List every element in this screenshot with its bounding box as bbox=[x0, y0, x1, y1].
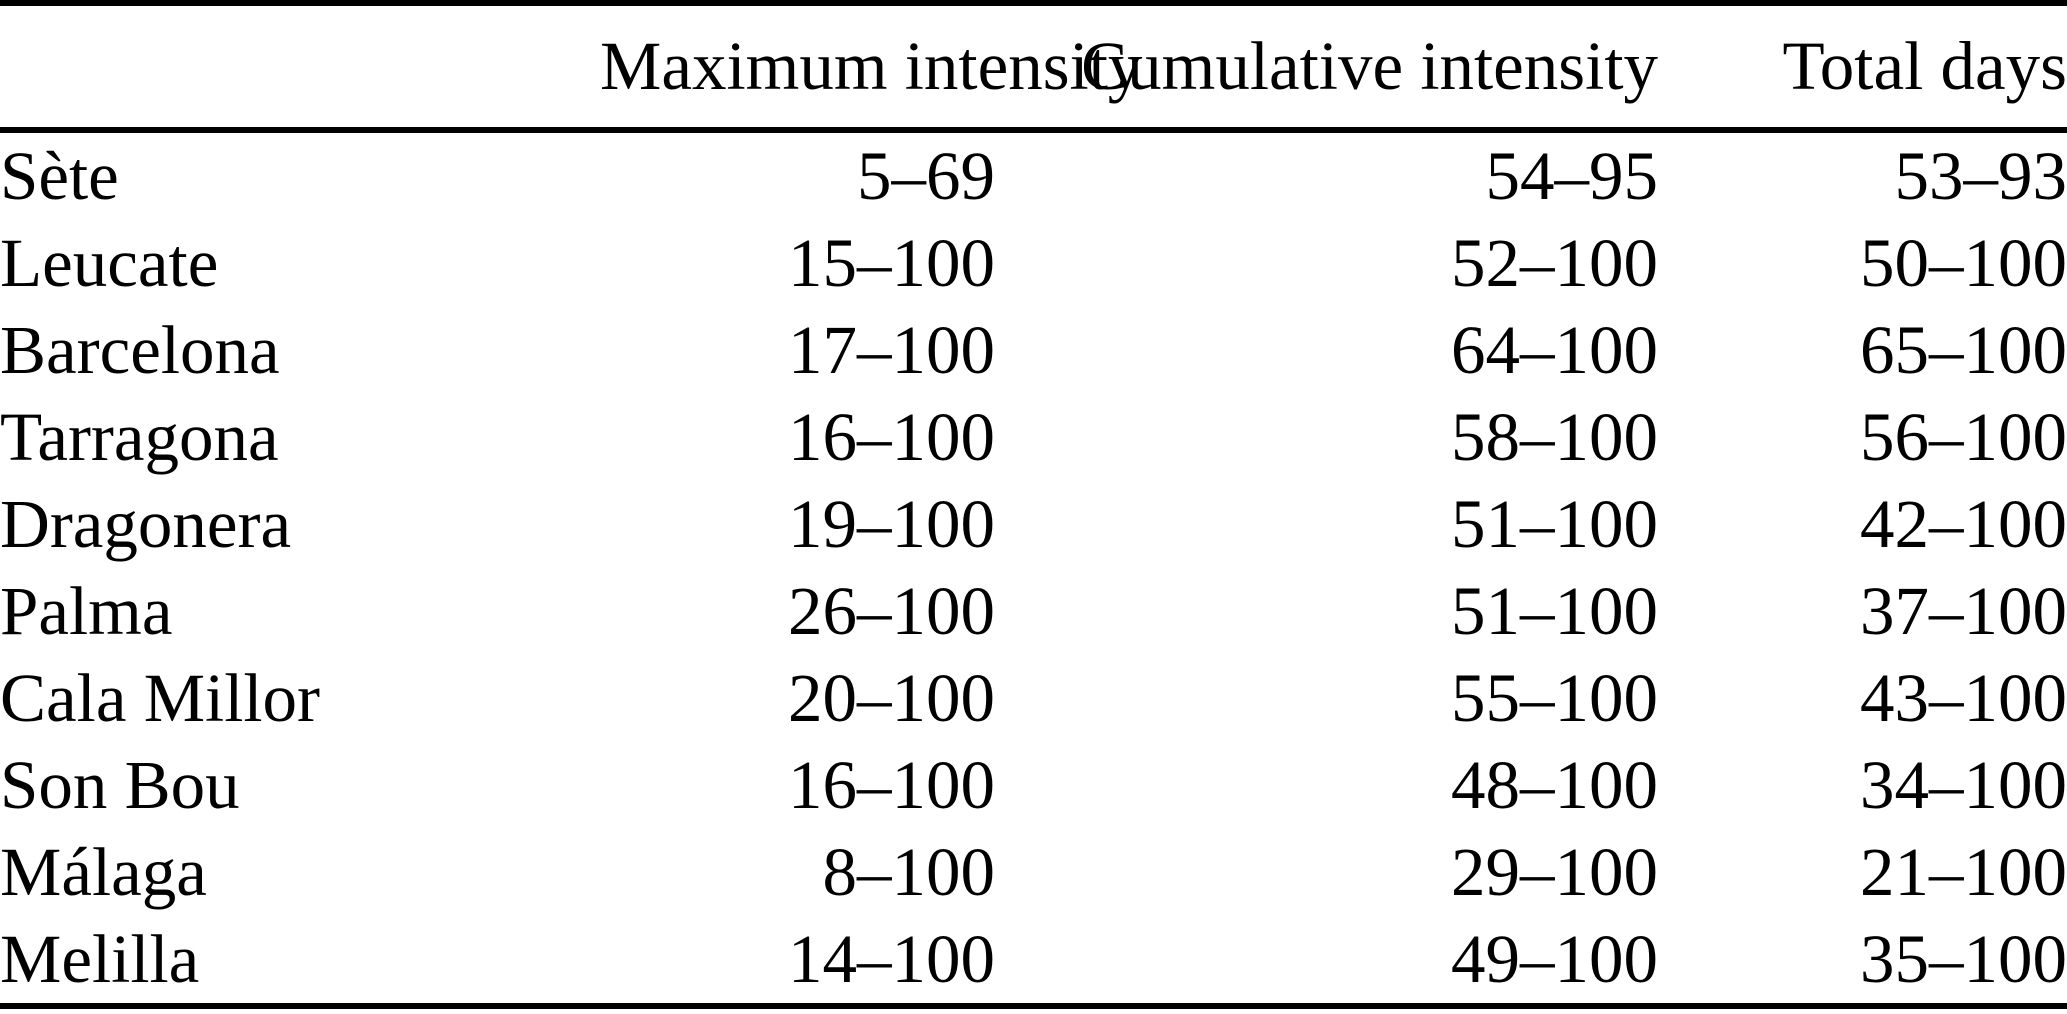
cumulative-intensity-cell: 58–100 bbox=[1451, 399, 1658, 475]
total-days-cell: 37–100 bbox=[1860, 573, 2067, 649]
total-days-cell: 42–100 bbox=[1860, 486, 2067, 562]
cumulative-intensity-cell: 54–95 bbox=[1485, 138, 1659, 214]
table-header: Maximum intensity Cumulative intensity T… bbox=[0, 0, 2067, 133]
table-row: Palma 26–100 51–100 37–100 bbox=[0, 568, 2067, 655]
maximum-intensity-cell: 8–100 bbox=[822, 834, 996, 910]
maximum-intensity-column-header: Maximum intensity bbox=[600, 0, 1142, 133]
table-row: Málaga 8–100 29–100 21–100 bbox=[0, 829, 2067, 916]
total-days-cell: 43–100 bbox=[1860, 660, 2067, 736]
cumulative-intensity-cell: 64–100 bbox=[1451, 312, 1658, 388]
total-days-cell: 21–100 bbox=[1860, 834, 2067, 910]
total-days-cell: 35–100 bbox=[1860, 921, 2067, 997]
site-cell: Leucate bbox=[0, 225, 219, 301]
site-column-header bbox=[0, 0, 600, 133]
maximum-intensity-cell: 19–100 bbox=[788, 486, 995, 562]
table-row: Tarragona 16–100 58–100 56–100 bbox=[0, 394, 2067, 481]
total-days-cell: 65–100 bbox=[1860, 312, 2067, 388]
total-days-cell: 53–93 bbox=[1894, 138, 2067, 214]
table-row: Cala Millor 20–100 55–100 43–100 bbox=[0, 655, 2067, 742]
table-row: Leucate 15–100 52–100 50–100 bbox=[0, 220, 2067, 307]
maximum-intensity-cell: 14–100 bbox=[788, 921, 995, 997]
header-row: Maximum intensity Cumulative intensity T… bbox=[0, 0, 2067, 133]
site-cell: Barcelona bbox=[0, 312, 280, 388]
cumulative-intensity-cell: 52–100 bbox=[1451, 225, 1658, 301]
site-cell: Sète bbox=[0, 138, 119, 214]
total-days-cell: 34–100 bbox=[1860, 747, 2067, 823]
total-days-column-header: Total days bbox=[1658, 0, 2067, 133]
site-cell: Palma bbox=[0, 573, 173, 649]
cumulative-intensity-cell: 48–100 bbox=[1451, 747, 1658, 823]
table-body: Sète 5–69 54–95 53–93 Leucate 15–100 52–… bbox=[0, 130, 2067, 1006]
site-cell: Dragonera bbox=[0, 486, 292, 562]
maximum-intensity-cell: 5–69 bbox=[857, 138, 995, 214]
maximum-intensity-cell: 26–100 bbox=[788, 573, 995, 649]
cumulative-intensity-cell: 51–100 bbox=[1451, 486, 1658, 562]
table-row: Barcelona 17–100 64–100 65–100 bbox=[0, 307, 2067, 394]
site-cell: Son Bou bbox=[0, 747, 240, 823]
cumulative-intensity-cell: 55–100 bbox=[1451, 660, 1658, 736]
site-cell: Tarragona bbox=[0, 399, 279, 475]
total-days-cell: 50–100 bbox=[1860, 225, 2067, 301]
total-days-cell: 56–100 bbox=[1860, 399, 2067, 475]
site-cell: Melilla bbox=[0, 921, 200, 997]
cumulative-intensity-column-header: Cumulative intensity bbox=[995, 0, 1658, 133]
site-cell: Málaga bbox=[0, 834, 207, 910]
cumulative-intensity-cell: 29–100 bbox=[1451, 834, 1658, 910]
table-row: Son Bou 16–100 48–100 34–100 bbox=[0, 742, 2067, 829]
table-row: Sète 5–69 54–95 53–93 bbox=[0, 130, 2067, 220]
maximum-intensity-cell: 20–100 bbox=[788, 660, 995, 736]
cumulative-intensity-cell: 49–100 bbox=[1451, 921, 1658, 997]
cumulative-intensity-cell: 51–100 bbox=[1451, 573, 1658, 649]
maximum-intensity-cell: 16–100 bbox=[788, 399, 995, 475]
maximum-intensity-cell: 17–100 bbox=[788, 312, 995, 388]
table-row: Dragonera 19–100 51–100 42–100 bbox=[0, 481, 2067, 568]
maximum-intensity-cell: 16–100 bbox=[788, 747, 995, 823]
maximum-intensity-cell: 15–100 bbox=[788, 225, 995, 301]
table-row: Melilla 14–100 49–100 35–100 bbox=[0, 916, 2067, 1006]
site-cell: Cala Millor bbox=[0, 660, 321, 736]
